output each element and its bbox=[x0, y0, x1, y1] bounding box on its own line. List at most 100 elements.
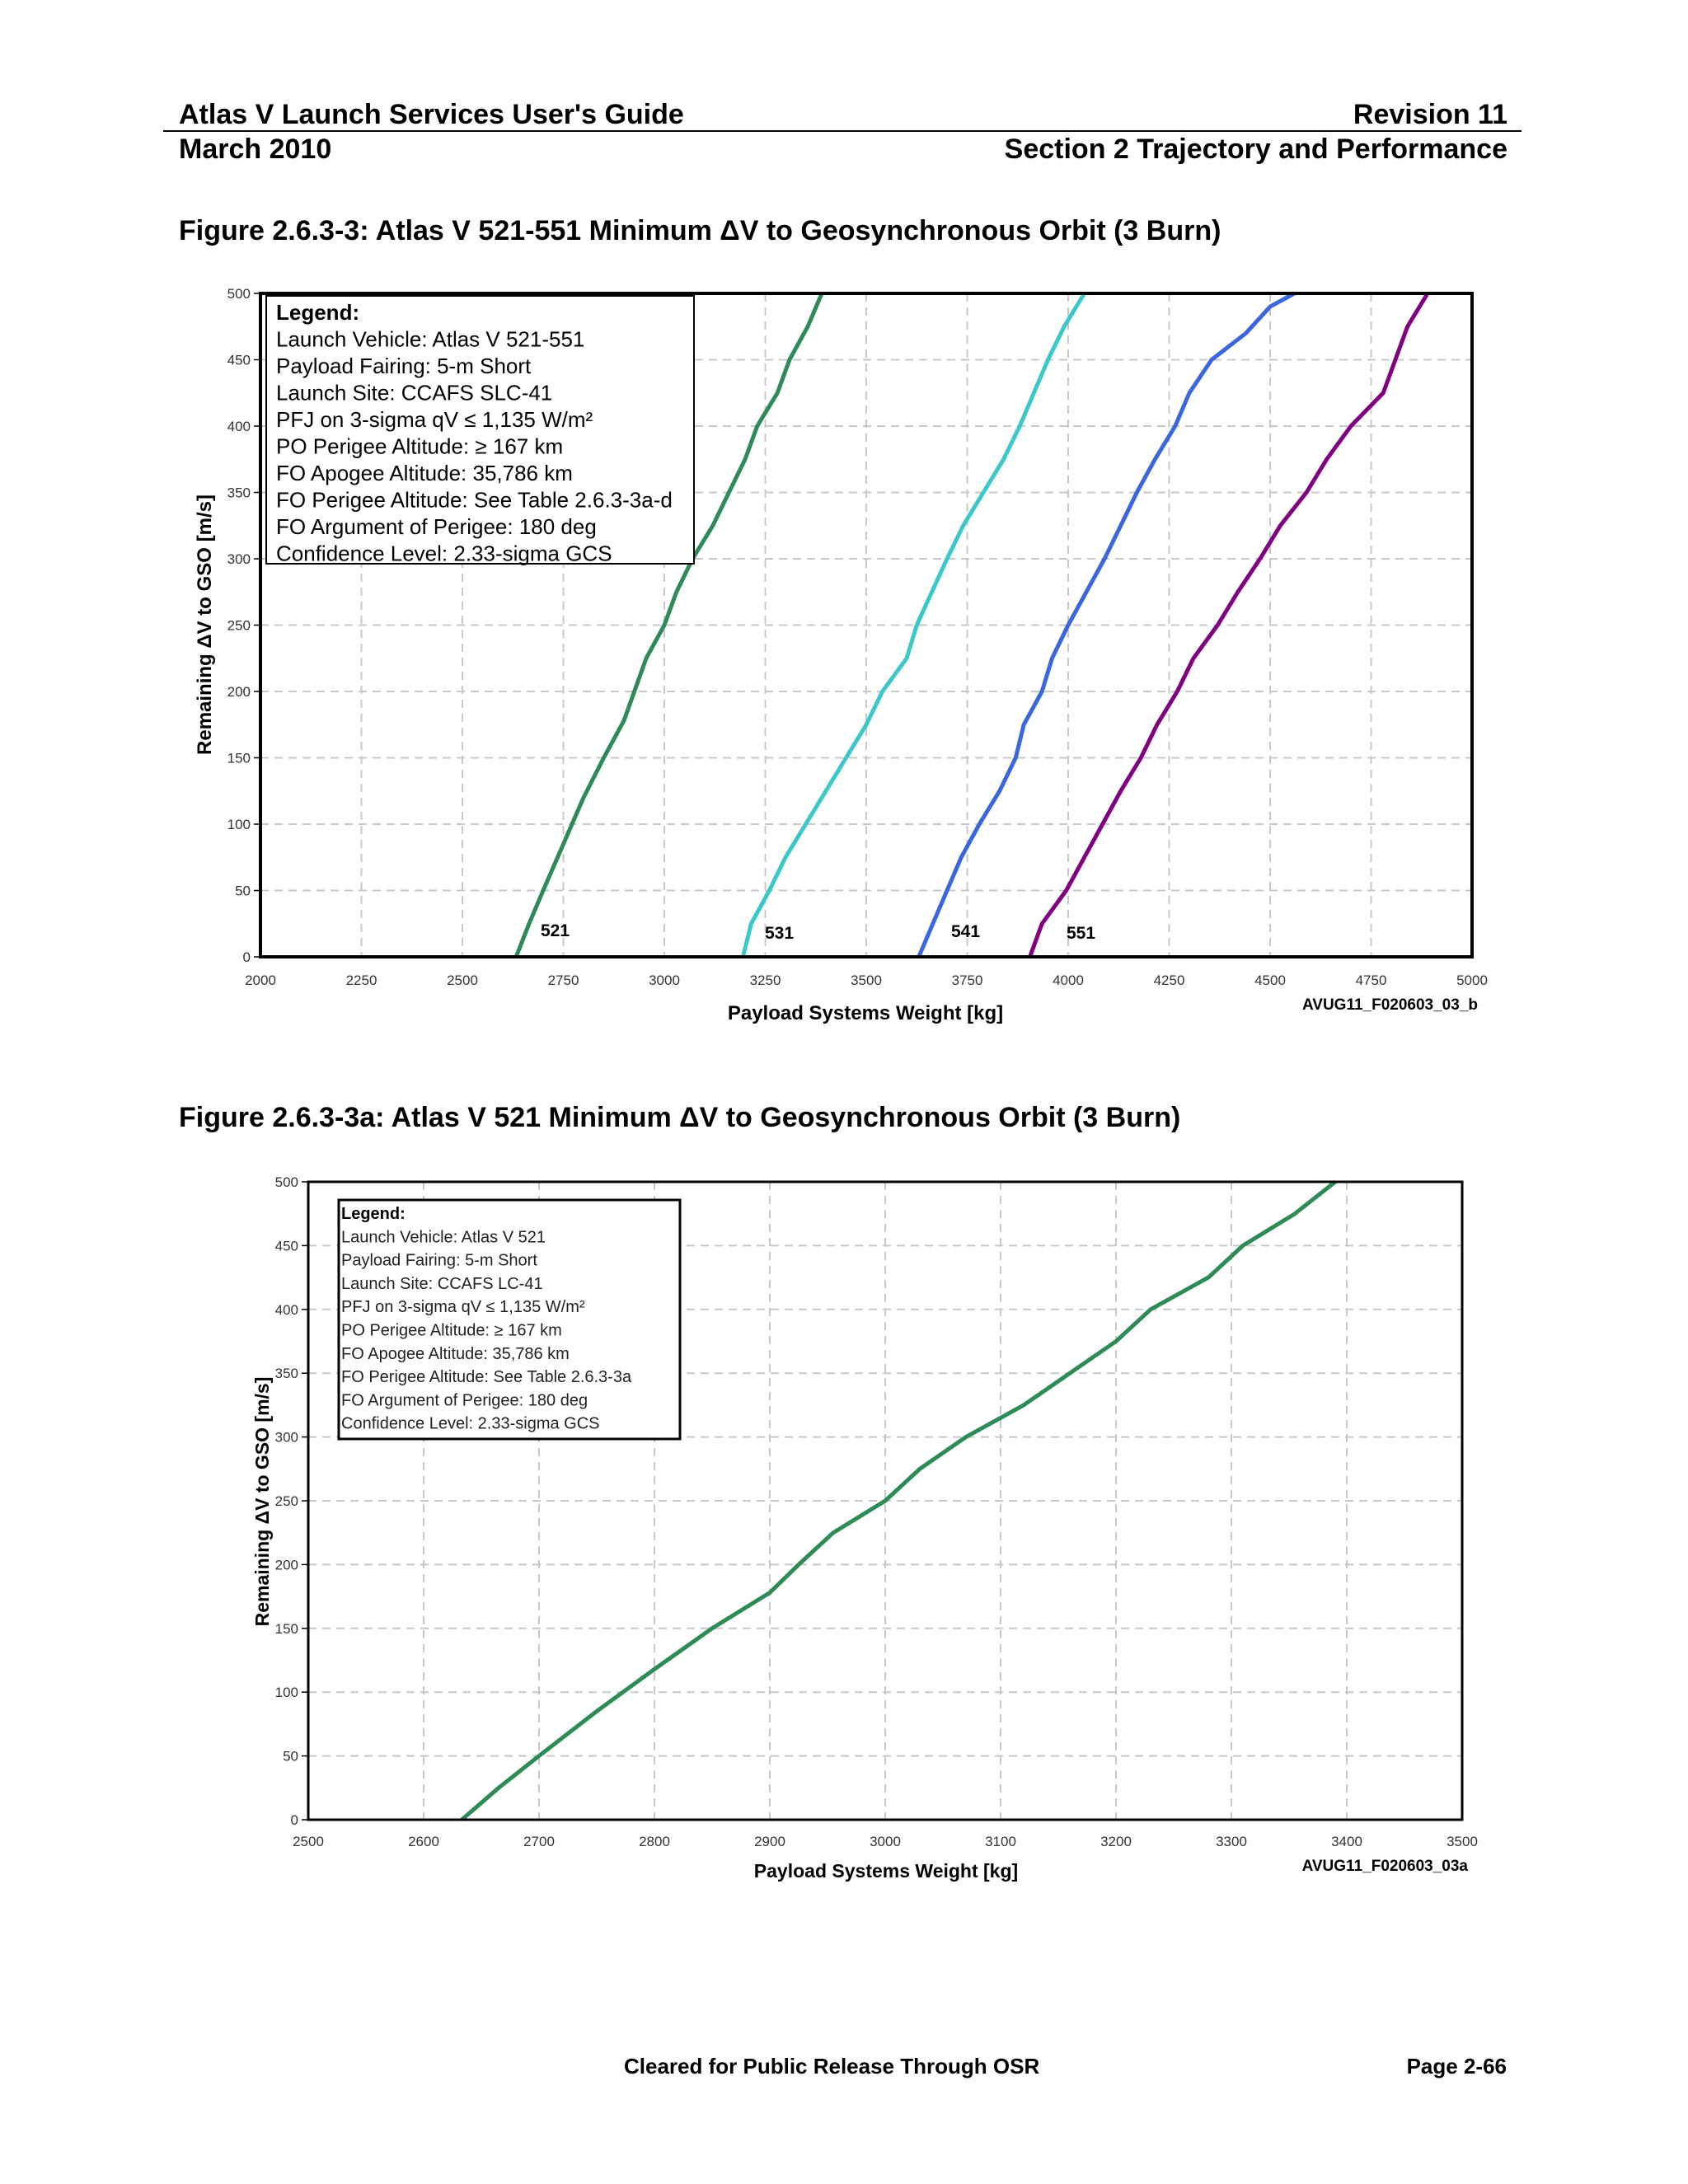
y-tick-label: 200 bbox=[275, 1557, 298, 1572]
legend-line: Launch Vehicle: Atlas V 521 bbox=[341, 1228, 546, 1246]
page-number: Page 2-66 bbox=[1406, 2054, 1507, 2079]
x-tick-label: 4750 bbox=[1356, 972, 1387, 988]
x-axis-label: Payload Systems Weight [kg] bbox=[728, 1002, 1003, 1024]
doc-revision: Revision 11 bbox=[1353, 99, 1507, 130]
legend-line: FO Argument of Perigee: 180 deg bbox=[276, 514, 597, 539]
x-tick-label: 3500 bbox=[1447, 1834, 1478, 1849]
legend-line: FO Apogee Altitude: 35,786 km bbox=[276, 461, 573, 485]
y-tick-label: 350 bbox=[227, 485, 251, 501]
y-tick-label: 400 bbox=[275, 1302, 298, 1318]
figure-id: AVUG11_F020603_03_b bbox=[1302, 996, 1478, 1014]
figure-title-1: Figure 2.6.3-3: Atlas V 521-551 Minimum … bbox=[179, 215, 1221, 246]
y-tick-labels: 0 50 100 150 200 250 300 350 400 450 500 bbox=[227, 286, 260, 965]
y-tick-label: 250 bbox=[227, 618, 251, 634]
doc-date: March 2010 bbox=[179, 134, 332, 165]
x-tick-label: 2700 bbox=[523, 1834, 555, 1849]
y-tick-label: 50 bbox=[235, 883, 251, 899]
y-tick-label: 400 bbox=[227, 419, 251, 434]
series-label-531: 531 bbox=[765, 924, 794, 943]
y-tick-label: 0 bbox=[243, 949, 251, 965]
series-lines bbox=[513, 291, 1430, 958]
legend-line: Confidence Level: 2.33-sigma GCS bbox=[341, 1415, 600, 1433]
x-tick-label: 3000 bbox=[649, 972, 680, 988]
y-axis-label: Remaining ΔV to GSO [m/s] bbox=[194, 494, 216, 755]
header-rule bbox=[163, 130, 1522, 132]
x-tick-label: 5000 bbox=[1456, 972, 1488, 988]
x-tick-labels: 2500 2600 2700 2800 2900 3000 3100 3200 3300 3400… bbox=[293, 1834, 1478, 1849]
x-axis-label: Payload Systems Weight [kg] bbox=[754, 1860, 1018, 1882]
legend-line: FO Apogee Altitude: 35,786 km bbox=[341, 1345, 570, 1363]
legend-line: PO Perigee Altitude: ≥ 167 km bbox=[341, 1322, 562, 1340]
y-tick-label: 450 bbox=[227, 353, 251, 368]
y-tick-label: 200 bbox=[227, 684, 251, 700]
x-tick-label: 2500 bbox=[293, 1834, 324, 1849]
x-tick-label: 3200 bbox=[1100, 1834, 1132, 1849]
y-tick-label: 150 bbox=[275, 1621, 298, 1637]
series-label-521: 521 bbox=[541, 921, 570, 940]
y-tick-label: 500 bbox=[227, 286, 251, 302]
x-tick-label: 2750 bbox=[548, 972, 579, 988]
x-tick-label: 3750 bbox=[952, 972, 983, 988]
y-tick-label: 450 bbox=[275, 1238, 298, 1254]
x-tick-label: 2600 bbox=[408, 1834, 439, 1849]
x-tick-label: 3000 bbox=[870, 1834, 901, 1849]
legend-line: FO Argument of Perigee: 180 deg bbox=[341, 1391, 588, 1409]
figure-id: AVUG11_F020603_03a bbox=[1302, 1858, 1469, 1875]
series-line-521 bbox=[460, 1180, 1337, 1821]
legend-line: Payload Fairing: 5-m Short bbox=[341, 1252, 537, 1270]
legend-box: Legend:Launch Vehicle: Atlas V 521-551Pa… bbox=[265, 295, 695, 566]
x-tick-label: 2500 bbox=[447, 972, 478, 988]
legend-line: Launch Site: CCAFS SLC-41 bbox=[276, 381, 552, 405]
y-tick-label: 0 bbox=[291, 1812, 298, 1828]
x-tick-label: 4500 bbox=[1254, 972, 1286, 988]
legend-box: Legend: Launch Vehicle: Atlas V 521 Payloa… bbox=[337, 1198, 682, 1441]
legend-line: Confidence Level: 2.33-sigma GCS bbox=[276, 541, 612, 566]
x-tick-labels: 2000 2250 2500 2750 3000 3250 3500 3750 4000 4250… bbox=[245, 972, 1488, 988]
doc-section: Section 2 Trajectory and Performance bbox=[1004, 134, 1507, 165]
y-tick-label: 150 bbox=[227, 751, 251, 766]
y-tick-label: 100 bbox=[227, 817, 251, 832]
series-line-531 bbox=[741, 292, 1086, 958]
legend-heading: Legend: bbox=[276, 300, 359, 325]
series-label-541: 541 bbox=[951, 922, 980, 941]
y-axis-label: Remaining ΔV to GSO [m/s] bbox=[251, 1377, 273, 1627]
x-tick-label: 2250 bbox=[346, 972, 377, 988]
x-tick-label: 4250 bbox=[1154, 972, 1185, 988]
y-tick-label: 300 bbox=[227, 551, 251, 567]
x-tick-label: 4000 bbox=[1053, 972, 1084, 988]
series-line-551 bbox=[1028, 292, 1430, 958]
x-tick-label: 2000 bbox=[245, 972, 276, 988]
legend-line: PO Perigee Altitude: ≥ 167 km bbox=[276, 434, 563, 459]
legend-line: PFJ on 3-sigma qV ≤ 1,135 W/m² bbox=[276, 407, 593, 432]
x-tick-label: 3300 bbox=[1216, 1834, 1247, 1849]
legend-text: Legend:Launch Vehicle: Atlas V 521-551Pa… bbox=[276, 300, 673, 566]
y-tick-label: 350 bbox=[275, 1366, 298, 1381]
legend-line: PFJ on 3-sigma qV ≤ 1,135 W/m² bbox=[341, 1298, 585, 1316]
doc-title: Atlas V Launch Services User's Guide bbox=[179, 99, 684, 130]
series-label-551: 551 bbox=[1067, 924, 1095, 943]
series-line-521 bbox=[513, 293, 824, 958]
y-tick-labels: 0 50 100 150 200 250 300 350 400 450 500 bbox=[275, 1174, 308, 1828]
x-tick-label: 3250 bbox=[750, 972, 781, 988]
y-tick-label: 100 bbox=[275, 1685, 298, 1700]
series-line-541 bbox=[917, 291, 1296, 958]
legend-line: FO Perigee Altitude: See Table 2.6.3-3a-… bbox=[276, 488, 673, 513]
series-lines bbox=[460, 1180, 1337, 1821]
y-tick-label: 500 bbox=[275, 1174, 298, 1190]
legend-line: Launch Site: CCAFS LC-41 bbox=[341, 1275, 543, 1293]
x-tick-label: 2800 bbox=[639, 1834, 670, 1849]
x-tick-label: 2900 bbox=[754, 1834, 785, 1849]
release-note: Cleared for Public Release Through OSR bbox=[624, 2054, 1040, 2079]
legend-line: FO Perigee Altitude: See Table 2.6.3-3a bbox=[341, 1368, 632, 1386]
x-tick-label: 3500 bbox=[851, 972, 882, 988]
y-tick-label: 250 bbox=[275, 1493, 298, 1509]
legend-line: Launch Vehicle: Atlas V 521-551 bbox=[276, 327, 584, 352]
y-tick-label: 300 bbox=[275, 1430, 298, 1446]
legend-heading: Legend: bbox=[341, 1205, 406, 1223]
y-tick-label: 50 bbox=[283, 1749, 298, 1765]
x-tick-label: 3100 bbox=[985, 1834, 1016, 1849]
legend-line: Payload Fairing: 5-m Short bbox=[276, 354, 532, 378]
figure-title-2: Figure 2.6.3-3a: Atlas V 521 Minimum ΔV … bbox=[179, 1102, 1181, 1133]
